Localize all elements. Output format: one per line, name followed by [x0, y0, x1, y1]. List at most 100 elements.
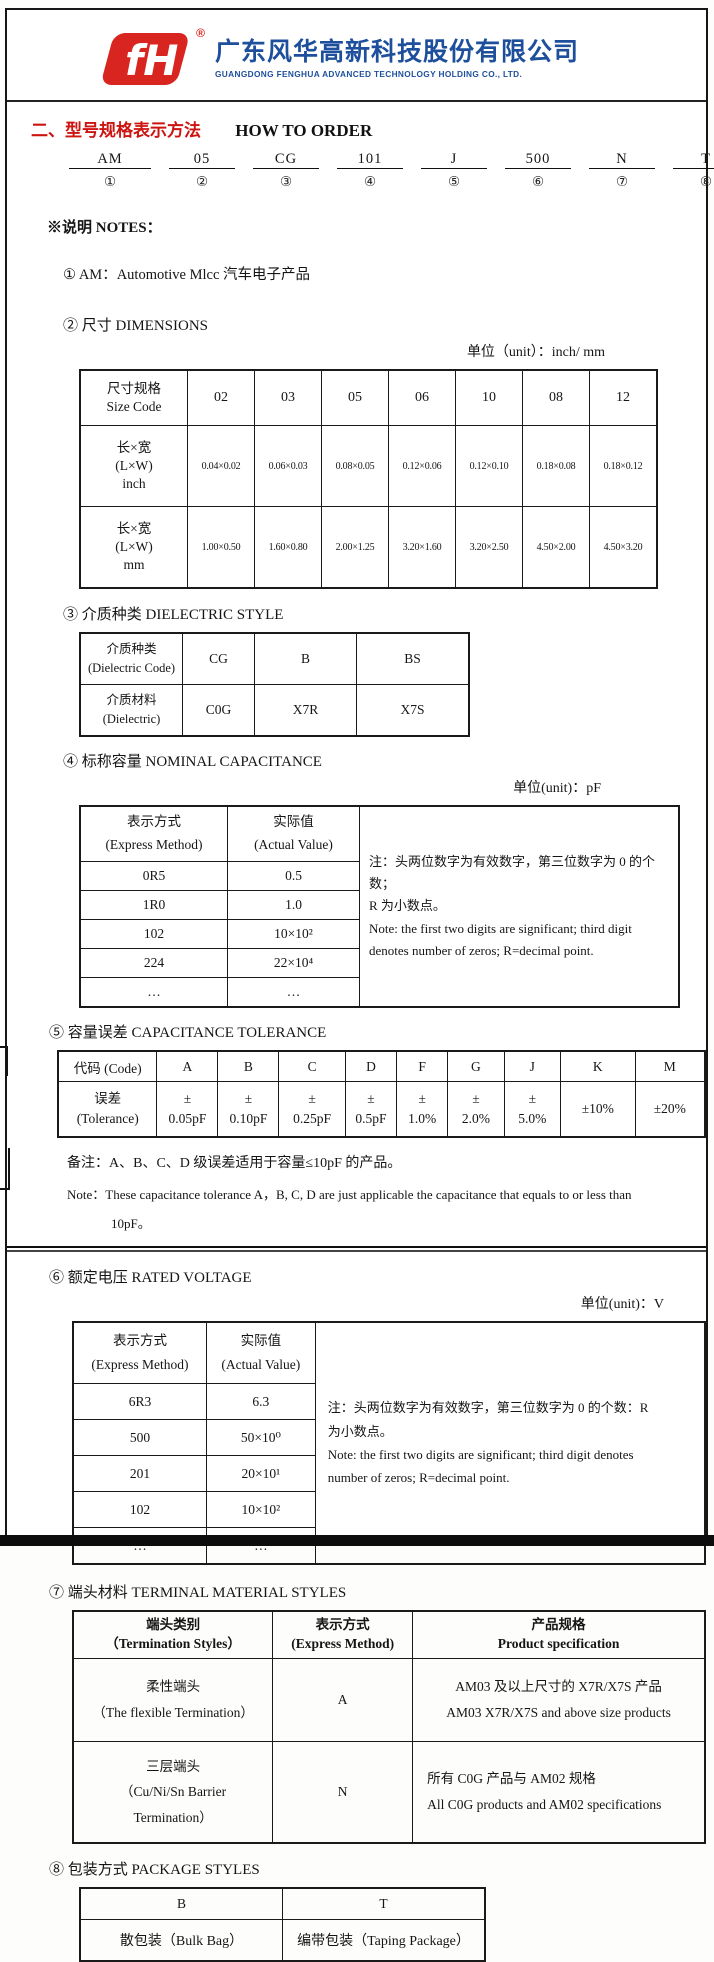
table-row: 尺寸规格 Size Code 02 03 05 06 10 08 12: [79, 369, 658, 426]
size-code: 06: [388, 369, 456, 426]
size-code: 10: [455, 369, 523, 426]
order-code-index: ④: [363, 174, 377, 189]
table-row: 0R5 0.5: [79, 861, 679, 891]
inch-size: 0.12×0.10: [455, 425, 523, 507]
size-code-header: 尺寸规格 Size Code: [79, 369, 188, 426]
express-method-header: 表示方式 (Express Method): [79, 805, 228, 862]
voltage-note: 注：头两位数字为有效数字，第三位数字为 0 的个数：R 为小数点。 Note: …: [314, 1321, 706, 1565]
tolerance-value: ± 5.0%: [503, 1081, 561, 1138]
order-code-part: J ⑤: [421, 151, 487, 190]
express-code: 6R3: [72, 1383, 207, 1420]
logo-letters: fH: [125, 36, 178, 85]
table-row: 三层端头 （Cu/Ni/Sn Barrier Termination） N 所有…: [72, 1741, 706, 1844]
tolerance-code: J: [503, 1050, 561, 1082]
termination-style-header: 端头类别 （Termination Styles）: [72, 1610, 274, 1659]
inch-size: 0.08×0.05: [321, 425, 389, 507]
table-row: 表示方式 (Express Method) 实际值 (Actual Value)…: [79, 805, 680, 1008]
express-code: 201: [72, 1455, 207, 1492]
dimensions-heading: ② 尺寸 DIMENSIONS: [63, 318, 209, 334]
tolerance-value: ± 0.10pF: [217, 1081, 280, 1138]
express-code: 500: [72, 1419, 207, 1456]
order-code-part: T ⑧: [673, 151, 714, 190]
table-row: 散包装（Bulk Bag） 编带包装（Taping Package）: [79, 1919, 486, 1962]
scan-artifact: [0, 1046, 8, 1076]
mm-size: 3.20×2.50: [455, 506, 523, 589]
express-method-header: 表示方式 (Express Method): [272, 1610, 414, 1659]
page-title-en: HOW TO ORDER: [235, 121, 373, 140]
table-row: 1R0 1.0: [79, 890, 679, 920]
package-label: 散包装（Bulk Bag）: [79, 1919, 283, 1962]
product-spec: AM03 及以上尺寸的 X7R/X7S 产品 AM03 X7R/X7S and …: [412, 1658, 706, 1742]
size-code: 12: [589, 369, 658, 426]
express-code: 102: [79, 919, 228, 949]
table-row: 介质种类 (Dielectric Code) CG B BS: [79, 632, 470, 685]
termination-style: 柔性端头 （The flexible Termination）: [72, 1658, 274, 1742]
dielectric-table: 介质种类 (Dielectric Code) CG B BS 介质材料 (Die…: [79, 632, 470, 737]
terminal-heading: ⑦ 端头材料 TERMINAL MATERIAL STYLES: [49, 1585, 347, 1601]
order-code-value: N: [589, 151, 655, 169]
package-heading: ⑧ 包装方式 PACKAGE STYLES: [49, 1862, 260, 1878]
size-code: 02: [187, 369, 255, 426]
dielectric-code: CG: [182, 632, 255, 685]
mm-size: 2.00×1.25: [321, 506, 389, 589]
mm-size: 4.50×3.20: [589, 506, 658, 589]
dimensions-table: 尺寸规格 Size Code 02 03 05 06 10 08 12 长×宽 …: [79, 369, 658, 589]
tolerance-code: A: [156, 1050, 219, 1082]
mm-size: 4.50×2.00: [522, 506, 590, 589]
order-code-value: J: [421, 151, 487, 169]
page-bottom-bar: [0, 1535, 714, 1546]
dielectric-material: X7S: [356, 684, 470, 737]
dielectric-code: BS: [356, 632, 470, 685]
order-code-part: AM ①: [69, 151, 151, 190]
tolerance-code: D: [344, 1050, 398, 1082]
dielectric-code: B: [254, 632, 357, 685]
tolerance-value: ±10%: [559, 1081, 636, 1138]
size-code: 08: [522, 369, 590, 426]
size-code: 05: [321, 369, 389, 426]
dielectric-material-label: 介质材料 (Dielectric): [79, 684, 183, 737]
dielectric-material: C0G: [182, 684, 255, 737]
tolerance-value-label: 误差 (Tolerance): [57, 1081, 158, 1138]
actual-value: 0.5: [227, 861, 360, 891]
order-code-value: T: [673, 151, 714, 169]
header-divider: [7, 100, 706, 102]
page-title-cn: 二、型号规格表示方法: [31, 121, 201, 140]
package-code: T: [282, 1887, 486, 1920]
order-code-value: 05: [169, 151, 235, 169]
termination-code: N: [272, 1741, 414, 1844]
package-code: B: [79, 1887, 283, 1920]
inch-size: 0.04×0.02: [187, 425, 255, 507]
inch-size: 0.18×0.08: [522, 425, 590, 507]
order-code-index: ⑤: [447, 174, 461, 189]
scan-artifact: [0, 1148, 10, 1190]
fenghua-logo: fH ®: [99, 26, 205, 88]
dielectric-heading: ③ 介质种类 DIELECTRIC STYLE: [63, 607, 284, 623]
fenghua-logo-icon: fH: [102, 33, 188, 85]
capacitance-note: 注：头两位数字为有效数字，第三位数字为 0 的个数； R 为小数点。 Note:…: [359, 805, 680, 1008]
express-code: …: [79, 977, 228, 1008]
size-code: 03: [254, 369, 322, 426]
table-row: 102 10×10²: [72, 1491, 705, 1528]
order-code-index: ③: [279, 174, 293, 189]
order-code-value: 500: [505, 151, 571, 169]
document-header: fH ® 广东风华高新科技股份有限公司 GUANGDONG FENGHUA AD…: [99, 26, 706, 88]
actual-value: 10×10²: [227, 919, 360, 949]
package-table: B T 散包装（Bulk Bag） 编带包装（Taping Package）: [79, 1887, 486, 1962]
company-name-block: 广东风华高新科技股份有限公司 GUANGDONG FENGHUA ADVANCE…: [215, 39, 579, 79]
actual-value-header: 实际值 (Actual Value): [205, 1321, 316, 1384]
tolerance-code: B: [217, 1050, 280, 1082]
order-code-index: ⑧: [699, 174, 713, 189]
order-code-index: ⑦: [615, 174, 629, 189]
voltage-unit-label: 单位(unit)：V: [580, 1297, 664, 1312]
mm-size: 1.60×0.80: [254, 506, 322, 589]
inch-size: 0.12×0.06: [388, 425, 456, 507]
table-row: 6R3 6.3: [72, 1383, 705, 1420]
voltage-table: 表示方式 (Express Method) 实际值 (Actual Value)…: [72, 1321, 706, 1565]
order-code-index: ①: [103, 174, 117, 189]
tolerance-value: ± 0.25pF: [278, 1081, 346, 1138]
tolerance-code: F: [396, 1050, 449, 1082]
express-code: 102: [72, 1491, 207, 1528]
tolerance-code: C: [278, 1050, 346, 1082]
actual-value: 50×10⁰: [205, 1419, 316, 1456]
order-code-part: CG ③: [253, 151, 319, 190]
